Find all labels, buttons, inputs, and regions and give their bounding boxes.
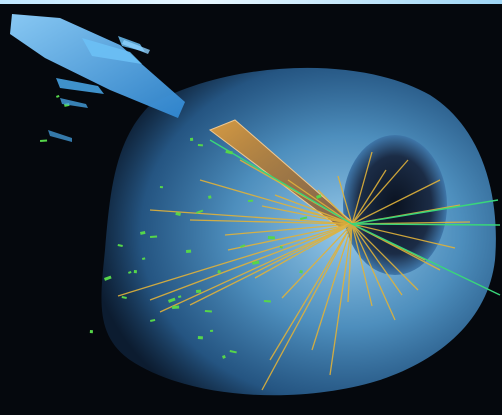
- detector-hit: [316, 194, 322, 199]
- detector-hit: [217, 270, 221, 274]
- hadron-track: [347, 223, 353, 303]
- detector-hit: [299, 270, 303, 274]
- detector-hit: [229, 349, 237, 354]
- detector-hits: [39, 94, 322, 359]
- hadron-track: [351, 179, 441, 225]
- detector-hit: [248, 199, 254, 202]
- hadron-track: [311, 223, 353, 351]
- detector-hit: [103, 275, 112, 281]
- hadron-track: [337, 175, 353, 225]
- detector-hit: [150, 318, 156, 322]
- hadron-track: [351, 223, 403, 296]
- detector-hit: [89, 330, 93, 334]
- hadron-track: [281, 223, 353, 299]
- hadron-track: [261, 205, 353, 225]
- detector-hit: [128, 270, 132, 274]
- detector-hit: [197, 336, 203, 340]
- hadron-track: [199, 179, 353, 225]
- muon-tracks: [209, 139, 501, 296]
- detector-hit: [39, 139, 48, 142]
- detector-hit: [167, 297, 176, 303]
- detector-hit: [186, 249, 192, 253]
- hadron-track: [159, 223, 353, 313]
- detector-hit: [204, 310, 212, 313]
- detector-hit: [225, 150, 233, 155]
- hadron-track: [351, 223, 419, 291]
- muon-track: [351, 223, 501, 296]
- hadron-track: [261, 223, 353, 391]
- calorimeter-block-small: [60, 98, 88, 108]
- calorimeter-block-upper: [82, 38, 142, 64]
- detector-hit: [267, 236, 275, 240]
- detector-hit: [133, 269, 137, 274]
- energy-deposit-cone: [210, 120, 352, 228]
- hadron-track: [351, 169, 387, 225]
- detector-hit: [172, 305, 180, 309]
- calorimeter-block-main: [10, 14, 185, 118]
- detector-hit: [252, 260, 260, 265]
- detector-hit: [159, 186, 163, 189]
- hadron-track: [254, 223, 353, 279]
- hadron-track: [351, 223, 396, 321]
- hadron-track: [224, 223, 353, 236]
- hadron-track: [329, 223, 353, 376]
- detector-hit: [197, 144, 203, 147]
- detector-hit: [279, 246, 283, 249]
- calorimeter-block-lower: [56, 78, 104, 94]
- detector-hit: [178, 295, 182, 298]
- hadron-track: [269, 223, 353, 361]
- muon-track: [351, 223, 501, 226]
- detector-hit: [240, 244, 246, 248]
- hadron-track: [189, 219, 353, 225]
- hadron-track: [189, 223, 353, 306]
- detector-hit: [142, 257, 146, 260]
- hadron-track: [274, 194, 353, 225]
- calorimeter-block-sliver: [122, 40, 150, 54]
- detector-hit: [208, 195, 212, 199]
- muon-track: [351, 199, 499, 225]
- detector-hit: [263, 300, 271, 303]
- hadron-track: [351, 159, 409, 225]
- detector-hit: [222, 354, 226, 359]
- hadron-track: [117, 223, 353, 297]
- detector-hit: [210, 329, 214, 332]
- detector-hit: [121, 295, 127, 299]
- detector-hit: [300, 216, 308, 220]
- hadron-track: [317, 189, 353, 225]
- hadron-track: [227, 223, 353, 251]
- calorimeter-blocks: [10, 14, 185, 142]
- hadron-track: [351, 223, 456, 249]
- hadron-track: [351, 151, 373, 225]
- detector-hit: [196, 289, 202, 293]
- detector-hit: [190, 137, 194, 141]
- muon-track: [209, 139, 353, 225]
- detector-hit: [56, 94, 60, 98]
- detector-hit: [139, 230, 146, 235]
- detector-inner-opening: [343, 135, 447, 275]
- top-edge-strip: [0, 0, 502, 4]
- detector-hit: [117, 244, 123, 247]
- detector-hit: [196, 209, 204, 214]
- hadron-track: [287, 179, 353, 225]
- hadron-track: [351, 223, 373, 307]
- detector-hit: [150, 235, 158, 238]
- hadron-track: [149, 209, 353, 225]
- detector-hit: [175, 212, 181, 216]
- calorimeter-block-fragment: [48, 130, 72, 142]
- hadron-track: [149, 223, 353, 301]
